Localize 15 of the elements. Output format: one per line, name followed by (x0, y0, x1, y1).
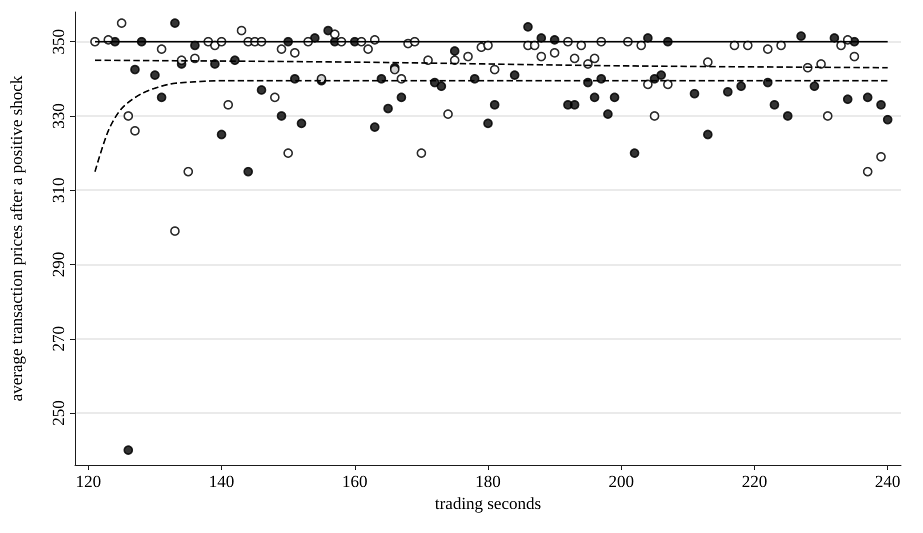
x-tick-label: 200 (608, 472, 634, 491)
y-tick-label: 290 (49, 252, 68, 278)
x-tick-label: 240 (874, 472, 900, 491)
y-tick-label: 250 (49, 400, 68, 426)
y-axis-title: average transaction prices after a positive shock (7, 75, 26, 402)
x-axis-title: trading seconds (434, 494, 542, 513)
y-tick-label: 350 (49, 28, 68, 54)
y-tick-label: 270 (49, 326, 68, 352)
x-tick-label: 220 (742, 472, 768, 491)
x-tick-label: 140 (208, 472, 234, 491)
y-tick-label: 330 (49, 103, 68, 129)
y-tick-label: 310 (49, 177, 68, 203)
x-tick-label: 180 (475, 472, 501, 491)
x-tick-label: 120 (76, 472, 102, 491)
x-tick-label: 160 (342, 472, 368, 491)
